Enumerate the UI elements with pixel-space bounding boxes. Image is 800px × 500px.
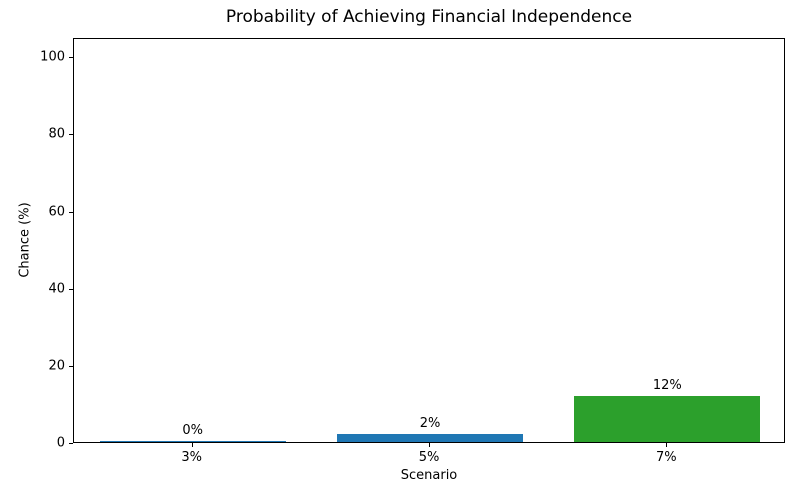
bar-5% bbox=[337, 434, 523, 442]
bar-value-label: 0% bbox=[182, 423, 203, 438]
y-tick-label: 20 bbox=[48, 358, 65, 374]
y-tick-mark bbox=[69, 57, 73, 58]
y-tick-label: 0 bbox=[56, 435, 65, 451]
y-tick-mark bbox=[69, 289, 73, 290]
x-tick-mark bbox=[666, 443, 667, 447]
y-tick-label: 60 bbox=[48, 204, 65, 220]
bar-3% bbox=[99, 441, 286, 442]
bar-7% bbox=[574, 396, 761, 442]
y-tick-mark bbox=[69, 366, 73, 367]
y-tick-label: 40 bbox=[48, 281, 65, 297]
bar-value-label: 2% bbox=[419, 416, 441, 431]
x-tick-mark bbox=[429, 443, 430, 447]
chart-title: Probability of Achieving Financial Indep… bbox=[225, 7, 633, 27]
y-tick-mark bbox=[69, 212, 73, 213]
y-tick-mark bbox=[69, 134, 73, 135]
x-tick-label: 3% bbox=[181, 450, 202, 465]
plot-area: 0% 2% 12% bbox=[73, 38, 785, 443]
y-tick-label: 100 bbox=[40, 49, 65, 65]
y-tick-label: 80 bbox=[48, 126, 65, 142]
x-tick-label: 7% bbox=[656, 450, 677, 465]
y-tick-mark bbox=[69, 443, 73, 444]
bar-value-label: 12% bbox=[652, 378, 682, 393]
x-axis-label: Scenario bbox=[400, 468, 458, 483]
x-tick-label: 5% bbox=[418, 450, 440, 465]
x-tick-mark bbox=[192, 443, 193, 447]
y-axis-label: Chance (%) bbox=[17, 202, 33, 278]
